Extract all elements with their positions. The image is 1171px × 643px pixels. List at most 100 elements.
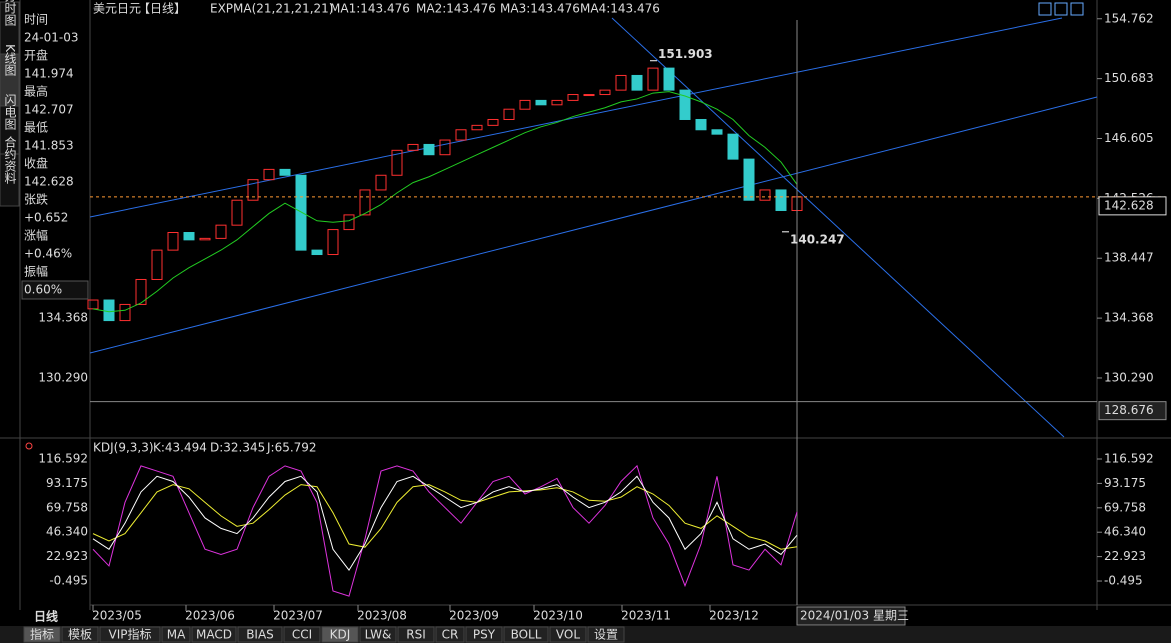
candle: [743, 158, 755, 201]
candle: [663, 67, 675, 91]
bottom-tab-label[interactable]: CCI: [292, 628, 312, 642]
kdj-tick-label: 22.923: [1104, 549, 1146, 563]
candle: [487, 118, 499, 126]
candle: [343, 214, 355, 231]
x-tick-label: 2023/09: [449, 609, 499, 623]
bottom-tab[interactable]: [61, 626, 99, 643]
bottom-tab[interactable]: [435, 626, 465, 643]
info-label: 开盘: [24, 48, 48, 63]
candle: [647, 67, 659, 91]
candle: [631, 74, 643, 91]
candle: [311, 249, 323, 256]
bottom-tab[interactable]: [191, 626, 237, 643]
info-value: 141.853: [24, 139, 74, 153]
info-label: 最低: [24, 121, 48, 135]
candle: [231, 199, 243, 226]
bottom-tab-label[interactable]: PSY: [473, 628, 496, 642]
x-tick-label: 2023/08: [357, 609, 407, 623]
candle: [519, 99, 531, 110]
candle: [151, 249, 163, 280]
sidebar-tab[interactable]: [0, 153, 20, 207]
candle: [583, 94, 595, 97]
bottom-tab-label[interactable]: 模板: [68, 628, 92, 642]
info-value: 142.628: [24, 175, 74, 189]
ema-line: [92, 91, 798, 313]
bottom-tab-label[interactable]: 设置: [594, 628, 618, 642]
bottom-tab-label[interactable]: CR: [442, 628, 459, 642]
x-tick-label: 2023/05: [92, 609, 142, 623]
info-label: 最高: [24, 84, 48, 99]
candle: [471, 124, 483, 131]
bottom-tab[interactable]: [465, 626, 503, 643]
candle: [119, 303, 131, 322]
bottom-tab-label[interactable]: 指标: [30, 627, 54, 642]
bottom-tab[interactable]: [283, 626, 321, 643]
icon[interactable]: [1038, 2, 1052, 16]
x-tick-label: 2023/10: [533, 609, 583, 623]
header-ma2: MA2:143.476: [416, 2, 496, 16]
bottom-tab[interactable]: [99, 626, 161, 643]
icon[interactable]: [1054, 2, 1068, 16]
info-label: 时间: [24, 13, 48, 27]
bottom-tab[interactable]: [161, 626, 191, 643]
bottom-tab[interactable]: [503, 626, 549, 643]
bottom-tab[interactable]: [321, 626, 359, 643]
kdj-tick-label: -0.495: [1104, 574, 1143, 588]
bottom-tab[interactable]: [397, 626, 435, 643]
info-value: 0.60%: [24, 283, 62, 297]
candle: [679, 89, 691, 120]
bottom-tab-label[interactable]: VIP指标: [109, 627, 152, 642]
kdj-tick-label-left: 69.758: [46, 500, 88, 514]
info-box: [21, 280, 89, 300]
bottom-tab-label[interactable]: VOL: [556, 628, 580, 642]
bottom-tab-label[interactable]: KDJ: [330, 628, 351, 642]
candle: [407, 143, 419, 151]
y-tick-label: 138.447: [1104, 251, 1154, 265]
candle: [567, 94, 579, 101]
bottom-tab-label[interactable]: MA: [167, 628, 186, 642]
y-tick-label: 150.683: [1104, 71, 1154, 85]
info-label: 收盘: [24, 156, 48, 171]
candle: [423, 143, 435, 156]
bottom-tab[interactable]: [23, 626, 61, 643]
sidebar-tab-label[interactable]: K线图: [3, 44, 17, 76]
header-indicator: EXPMA(21,21,21,21): [210, 2, 334, 16]
sidebar-tab-label[interactable]: 合约资料: [3, 135, 17, 184]
channel-bottom: [89, 96, 1098, 354]
current-price-box: [1098, 196, 1167, 216]
pane-icon[interactable]: [25, 442, 33, 450]
k-line: [92, 475, 798, 571]
info-value: +0.46%: [24, 247, 72, 261]
kdj-tick-label-left: 22.923: [46, 549, 88, 563]
bottom-tab-label[interactable]: BIAS: [246, 628, 274, 642]
bottom-tab[interactable]: [549, 626, 587, 643]
candle: [167, 232, 179, 251]
bottom-tab-label[interactable]: BOLL: [511, 628, 542, 642]
candle: [375, 174, 387, 191]
bottom-tab-label[interactable]: LW&: [365, 628, 392, 642]
period-label: 日线: [34, 609, 58, 624]
icon[interactable]: [1070, 2, 1084, 16]
y-tick-label: 146.605: [1104, 131, 1154, 145]
candle: [599, 89, 611, 96]
d-line: [92, 484, 798, 550]
cursor-date-box: [796, 606, 906, 626]
down-trend: [611, 17, 1065, 438]
candle: [199, 237, 211, 241]
kdj-k_label: K:43.494: [153, 441, 207, 455]
bottom-tab[interactable]: [359, 626, 397, 643]
bottom-tab[interactable]: [587, 626, 625, 643]
candle: [727, 133, 739, 160]
y-tick-label: 154.762: [1104, 11, 1154, 25]
x-tick-label: 2023/07: [273, 609, 323, 623]
candle: [759, 189, 771, 201]
toolbar-icons[interactable]: [1038, 2, 1084, 16]
bottom-tab-label[interactable]: RSI: [406, 628, 426, 642]
kdj-title: KDJ(9,3,3): [93, 441, 154, 455]
candle: [135, 278, 147, 305]
sidebar-tab-label[interactable]: 闪电图: [3, 94, 17, 130]
sidebar-tab-label[interactable]: 分时图: [3, 0, 17, 26]
bottom-tab[interactable]: [237, 626, 283, 643]
bottom-tab-label[interactable]: MACD: [196, 628, 232, 642]
